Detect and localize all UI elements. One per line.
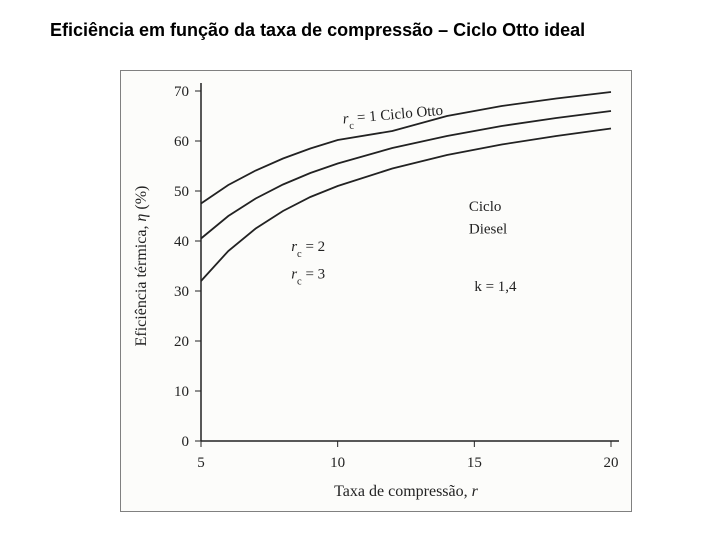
svg-text:10: 10 xyxy=(174,384,189,400)
page-title: Eficiência em função da taxa de compress… xyxy=(50,20,585,41)
svg-text:60: 60 xyxy=(174,134,189,150)
svg-text:Diesel: Diesel xyxy=(469,222,507,238)
svg-text:rc = 3: rc = 3 xyxy=(291,267,325,288)
svg-text:Ciclo: Ciclo xyxy=(469,199,502,215)
svg-text:30: 30 xyxy=(174,284,189,300)
svg-text:Taxa de compressão, r: Taxa de compressão, r xyxy=(334,483,479,500)
svg-text:0: 0 xyxy=(182,434,190,450)
svg-text:15: 15 xyxy=(467,455,482,471)
svg-text:rc = 1 Ciclo Otto: rc = 1 Ciclo Otto xyxy=(342,103,444,132)
svg-text:20: 20 xyxy=(604,455,619,471)
efficiency-chart: 5 10 15 20 0 10 20 30 40 50 60 70 Taxa de compressão… xyxy=(120,70,632,512)
svg-text:20: 20 xyxy=(174,334,189,350)
svg-text:50: 50 xyxy=(174,184,189,200)
svg-text:10: 10 xyxy=(330,455,345,471)
svg-text:k = 1,4: k = 1,4 xyxy=(474,279,517,295)
svg-text:rc = 2: rc = 2 xyxy=(291,239,325,260)
svg-text:5: 5 xyxy=(197,455,205,471)
svg-text:70: 70 xyxy=(174,84,189,100)
svg-text:40: 40 xyxy=(174,234,189,250)
svg-text:Eficiência térmica, η (%): Eficiência térmica, η (%) xyxy=(133,186,150,347)
